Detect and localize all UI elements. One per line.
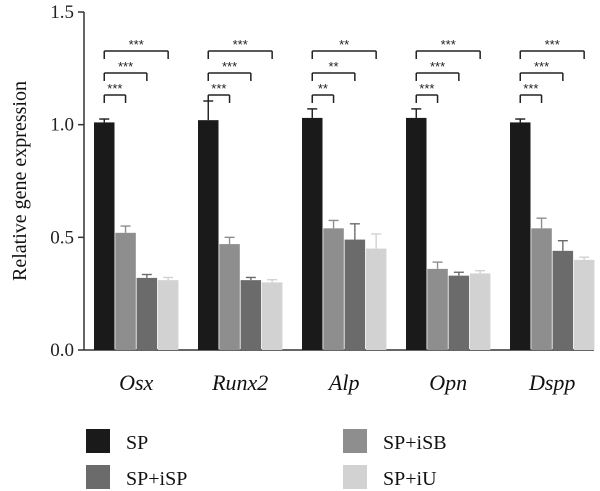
significance-label: ***	[534, 59, 549, 74]
bar	[219, 244, 240, 350]
bar	[448, 275, 470, 350]
category-label: Opn	[429, 370, 467, 395]
significance-label: ***	[211, 81, 226, 96]
significance-label: **	[328, 59, 338, 74]
bar	[198, 120, 219, 350]
legend-label: SP+iU	[383, 468, 437, 490]
significance-label: ***	[118, 59, 133, 74]
legend-label: SP+iSP	[126, 468, 187, 490]
legend-swatch	[343, 465, 367, 489]
bar	[344, 239, 366, 350]
bar	[573, 259, 595, 350]
bar	[136, 277, 158, 350]
significance-label: **	[339, 37, 349, 52]
legend-swatch	[86, 465, 110, 489]
significance-brackets: ****************************************…	[103, 37, 585, 103]
bar	[323, 228, 344, 350]
bar	[240, 280, 262, 350]
y-tick-label: 1.5	[50, 2, 74, 23]
significance-label: ***	[419, 81, 434, 96]
category-label: Runx2	[211, 370, 268, 395]
bar	[157, 280, 179, 350]
significance-label: ***	[430, 59, 445, 74]
bar	[510, 122, 531, 350]
bar	[261, 282, 283, 350]
bars	[94, 100, 595, 350]
significance-label: ***	[523, 81, 538, 96]
legend-label: SP	[126, 432, 148, 454]
bar	[94, 122, 115, 350]
category-label: Alp	[327, 370, 360, 395]
bar	[365, 248, 387, 350]
y-axis-label: Relative gene expression	[9, 81, 31, 281]
significance-label: ***	[129, 37, 144, 52]
legend-swatch	[86, 429, 110, 453]
bar	[469, 273, 491, 350]
bar	[115, 232, 136, 350]
significance-label: ***	[107, 81, 122, 96]
y-tick-label: 0.5	[50, 227, 74, 248]
bar	[552, 250, 574, 350]
bar	[302, 117, 323, 350]
category-label: Dspp	[528, 370, 575, 395]
significance-label: ***	[233, 37, 248, 52]
legend-swatch	[343, 429, 367, 453]
y-tick-label: 1.0	[50, 115, 74, 136]
category-label: Osx	[119, 370, 153, 395]
axis-labels: Relative gene expression Osx Runx2 Alp Opn Ds…	[9, 81, 575, 395]
bar	[406, 117, 427, 350]
significance-label: **	[318, 81, 328, 96]
legend: SP SP+iSB SP+iSP SP+iU	[86, 429, 447, 490]
significance-label: ***	[441, 37, 456, 52]
bar	[427, 268, 448, 350]
bar	[531, 228, 552, 350]
legend-label: SP+iSB	[383, 432, 447, 454]
significance-label: ***	[545, 37, 560, 52]
y-tick-label: 0.0	[50, 340, 74, 361]
significance-label: ***	[222, 59, 237, 74]
